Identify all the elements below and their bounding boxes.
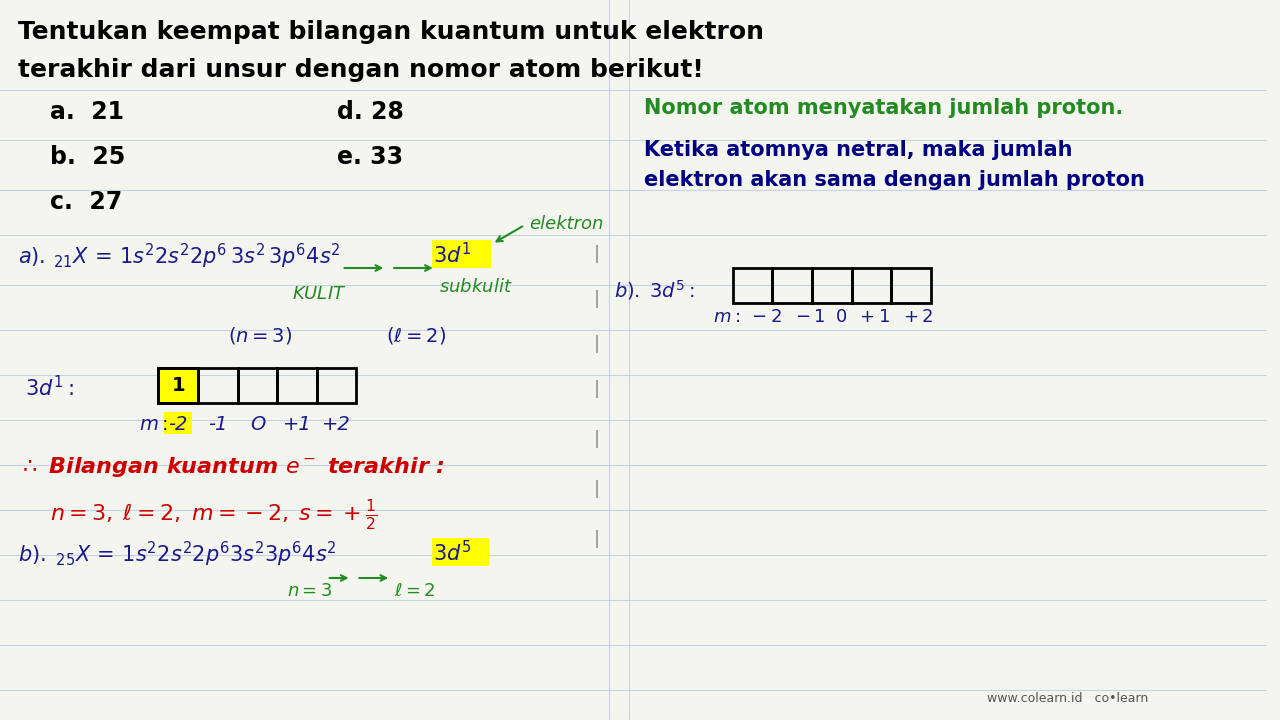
Text: a.  21: a. 21 [50, 100, 123, 124]
Text: $m:$: $m:$ [138, 415, 168, 434]
FancyBboxPatch shape [431, 240, 492, 268]
Text: Nomor atom menyatakan jumlah proton.: Nomor atom menyatakan jumlah proton. [644, 98, 1123, 118]
Bar [851, 268, 891, 303]
Text: O: O [250, 415, 265, 434]
Text: $n=3$: $n=3$ [287, 582, 333, 600]
Text: $\ell=2$: $\ell=2$ [394, 582, 435, 600]
Bar [891, 268, 931, 303]
Text: $subkulit$: $subkulit$ [439, 278, 512, 296]
Text: www.colearn.id   co•learn: www.colearn.id co•learn [987, 692, 1148, 705]
Bar [159, 368, 198, 403]
Text: e. 33: e. 33 [337, 145, 403, 169]
Bar [198, 368, 238, 403]
Text: $3d^1 :$: $3d^1 :$ [24, 375, 73, 400]
Text: $a). \, _{21}X \, = \, 1s^2 2s^2 2p^6 \, 3s^2 \, 3p^6 4s^2 \,$: $a). \, _{21}X \, = \, 1s^2 2s^2 2p^6 \,… [18, 242, 340, 271]
Bar [772, 268, 812, 303]
Text: $n=3, \; \ell=2, \; m=-2, \; s=+\frac{1}{2}$: $n=3, \; \ell=2, \; m=-2, \; s=+\frac{1}… [50, 497, 376, 532]
Text: $3d^1$: $3d^1$ [433, 242, 471, 267]
Text: Ketika atomnya netral, maka jumlah: Ketika atomnya netral, maka jumlah [644, 140, 1073, 160]
Text: elektron: elektron [529, 215, 603, 233]
Text: |: | [594, 245, 600, 263]
Text: elektron akan sama dengan jumlah proton: elektron akan sama dengan jumlah proton [644, 170, 1144, 190]
Text: $(n=3)$: $(n=3)$ [228, 325, 292, 346]
Text: c.  27: c. 27 [50, 190, 122, 214]
Text: $b). \; 3d^5 :$: $b). \; 3d^5 :$ [614, 278, 695, 302]
Text: b.  25: b. 25 [50, 145, 124, 169]
Text: $b). \; _{25}X \, = \, 1s^2 2s^2 2p^6 3s^2 3p^6 4s^2 \,$: $b). \; _{25}X \, = \, 1s^2 2s^2 2p^6 3s… [18, 540, 337, 570]
Text: +1: +1 [283, 415, 311, 434]
Bar [317, 368, 356, 403]
Bar [278, 368, 317, 403]
Text: |: | [594, 530, 600, 548]
Text: |: | [594, 335, 600, 353]
Bar [159, 368, 198, 403]
Text: -2: -2 [169, 415, 188, 434]
Text: |: | [594, 430, 600, 448]
Text: |: | [594, 380, 600, 398]
Text: $\therefore$ Bilangan kuantum $e^-$ terakhir :: $\therefore$ Bilangan kuantum $e^-$ tera… [18, 455, 445, 479]
Bar [238, 368, 278, 403]
Text: -1: -1 [209, 415, 228, 434]
Text: Tentukan keempat bilangan kuantum untuk elektron: Tentukan keempat bilangan kuantum untuk … [18, 20, 764, 44]
Text: $({\ell}=2)$: $({\ell}=2)$ [387, 325, 447, 346]
Bar [732, 268, 772, 303]
Text: terakhir dari unsur dengan nomor atom berikut!: terakhir dari unsur dengan nomor atom be… [18, 58, 704, 82]
Text: $3d^5$: $3d^5$ [433, 540, 471, 565]
Text: |: | [594, 290, 600, 308]
Bar [812, 268, 851, 303]
Text: $KULIT$: $KULIT$ [292, 285, 347, 303]
Text: $m: \; -2 \;\; -1 \;\; 0 \;\; +1 \;\; +2$: $m: \; -2 \;\; -1 \;\; 0 \;\; +1 \;\; +2… [713, 308, 933, 326]
Text: +2: +2 [323, 415, 351, 434]
Text: |: | [594, 480, 600, 498]
FancyBboxPatch shape [164, 412, 192, 434]
Text: d. 28: d. 28 [337, 100, 403, 124]
Text: 1: 1 [172, 376, 186, 395]
FancyBboxPatch shape [431, 538, 489, 566]
